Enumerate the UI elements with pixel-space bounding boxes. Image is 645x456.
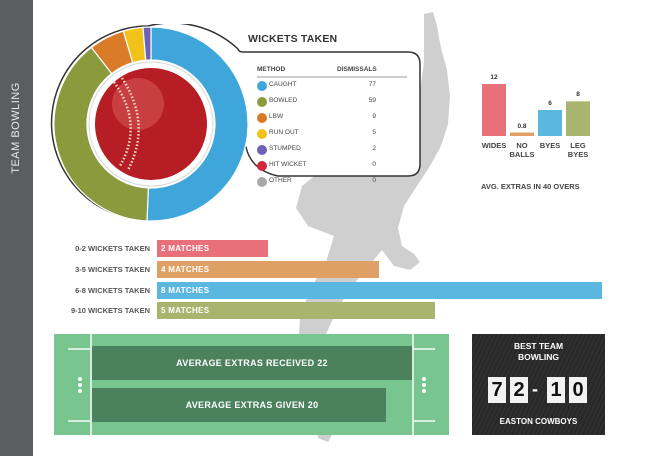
legend-swatch xyxy=(257,113,267,123)
dismissals-header: DISMISSALS xyxy=(337,66,377,73)
best-team-title-1: BEST TEAM xyxy=(513,341,564,351)
dismissal-value: 5 xyxy=(372,129,376,136)
table-row: HIT WICKET 0 xyxy=(257,159,382,173)
crease-line xyxy=(413,348,435,350)
pie-slice-stumped xyxy=(142,26,152,61)
table-row: STUMPED 2 xyxy=(257,143,382,157)
wickets-title: WICKETS TAKEN xyxy=(248,33,338,45)
pie-slice-caught xyxy=(146,26,249,222)
wickets-card xyxy=(50,24,421,222)
bar-category-label: 6-8 WICKETS TAKEN xyxy=(75,286,150,295)
extras-given-text: AVERAGE EXTRAS GIVEN 20 xyxy=(185,400,319,410)
extras-given-box xyxy=(92,388,386,422)
sidebar: TEAM BOWLING xyxy=(0,0,33,456)
table-divider xyxy=(257,76,407,78)
method-label: STUMPED xyxy=(269,145,301,152)
table-row: BOWLED 59 xyxy=(257,95,382,109)
method-label: OTHER xyxy=(269,177,292,184)
wickets-donut-chart xyxy=(53,26,249,222)
extras-received-box xyxy=(92,346,412,380)
extras-caption: AVG. EXTRAS IN 40 OVERS xyxy=(481,182,580,191)
stump-icon xyxy=(422,377,426,381)
best-team-title-2: BOWLING xyxy=(517,352,560,362)
bar-value-label: 6 xyxy=(548,100,552,107)
crease-line xyxy=(68,420,90,422)
pie-slice-bowled xyxy=(53,46,149,222)
crease-line xyxy=(413,420,435,422)
method-label: CAUGHT xyxy=(269,81,297,88)
bar-value-label: 5 MATCHES xyxy=(161,306,210,315)
crease-line xyxy=(90,334,92,435)
bar-byes xyxy=(538,110,562,136)
bar-4 xyxy=(157,302,435,319)
score-digit: 1 xyxy=(547,377,565,403)
extras-received-text: AVERAGE EXTRAS RECEIVED 22 xyxy=(176,358,328,368)
best-team-name: EASTON COWBOYS xyxy=(499,417,578,426)
bar-value-label: 8 xyxy=(576,91,580,99)
method-label: RUN OUT xyxy=(269,129,299,136)
legend-swatch xyxy=(257,129,267,139)
bar-category-label: LEG BYES xyxy=(567,141,589,159)
table-row: LBW 9 xyxy=(257,111,382,125)
crease-line xyxy=(412,334,414,435)
bar-no-balls xyxy=(510,132,534,136)
method-header: METHOD xyxy=(257,66,286,73)
bar-value-label: 4 MATCHES xyxy=(161,265,210,274)
bar-value-label: 8 MATCHES xyxy=(161,286,210,295)
score-separator: - xyxy=(532,379,538,399)
bar-1 xyxy=(157,240,269,257)
dismissal-value: 77 xyxy=(368,81,376,88)
score-digit: 2 xyxy=(510,377,528,403)
legend-swatch xyxy=(257,177,267,187)
stump-icon xyxy=(78,383,82,387)
crease-line xyxy=(68,348,90,350)
bar-category-label: NO BALLS xyxy=(509,141,535,159)
stump-icon xyxy=(78,389,82,393)
bar-category-label: 0-2 WICKETS TAKEN xyxy=(75,244,150,253)
legend-swatch xyxy=(257,81,267,91)
dismissal-value: 9 xyxy=(372,113,376,120)
bar-category-label: WIDES xyxy=(481,141,507,150)
cricket-ball xyxy=(88,61,214,187)
score-digit: 7 xyxy=(488,377,506,403)
legend-swatch xyxy=(257,97,267,107)
extras-bar-chart xyxy=(482,84,590,136)
table-row: RUN OUT 5 xyxy=(257,127,382,141)
legend-swatch xyxy=(257,145,267,155)
bar-leg-byes xyxy=(566,101,590,136)
bar-category-label: 3-5 WICKETS TAKEN xyxy=(75,265,150,274)
bar-category-label: 9-10 WICKETS TAKEN xyxy=(70,306,150,315)
bar-wides xyxy=(482,84,506,136)
method-label: LBW xyxy=(269,113,284,120)
bar-value-label: 0.8 xyxy=(517,122,527,130)
score-digit: 0 xyxy=(569,377,587,403)
dismissal-value: 2 xyxy=(372,145,376,152)
dismissal-value: 0 xyxy=(372,161,376,168)
stump-icon xyxy=(422,389,426,393)
method-label: HIT WICKET xyxy=(269,161,307,168)
dismissal-value: 59 xyxy=(368,97,376,104)
table-row: CAUGHT 77 xyxy=(257,79,382,93)
bar-value-label: 2 MATCHES xyxy=(161,244,210,253)
stump-icon xyxy=(422,383,426,387)
dismissal-value: 0 xyxy=(372,177,376,184)
legend-swatch xyxy=(257,161,267,171)
bar-3 xyxy=(157,282,602,299)
method-label: BOWLED xyxy=(269,97,298,104)
best-team-card: BEST TEAM BOWLING 7 2 - 1 0 EASTON COWBO… xyxy=(472,334,605,435)
bar-2 xyxy=(157,261,380,278)
table-row: OTHER 0 xyxy=(257,175,382,189)
bar-value-label: 12 xyxy=(490,74,498,81)
bar-category-label: BYES xyxy=(539,141,561,150)
stump-icon xyxy=(78,377,82,381)
